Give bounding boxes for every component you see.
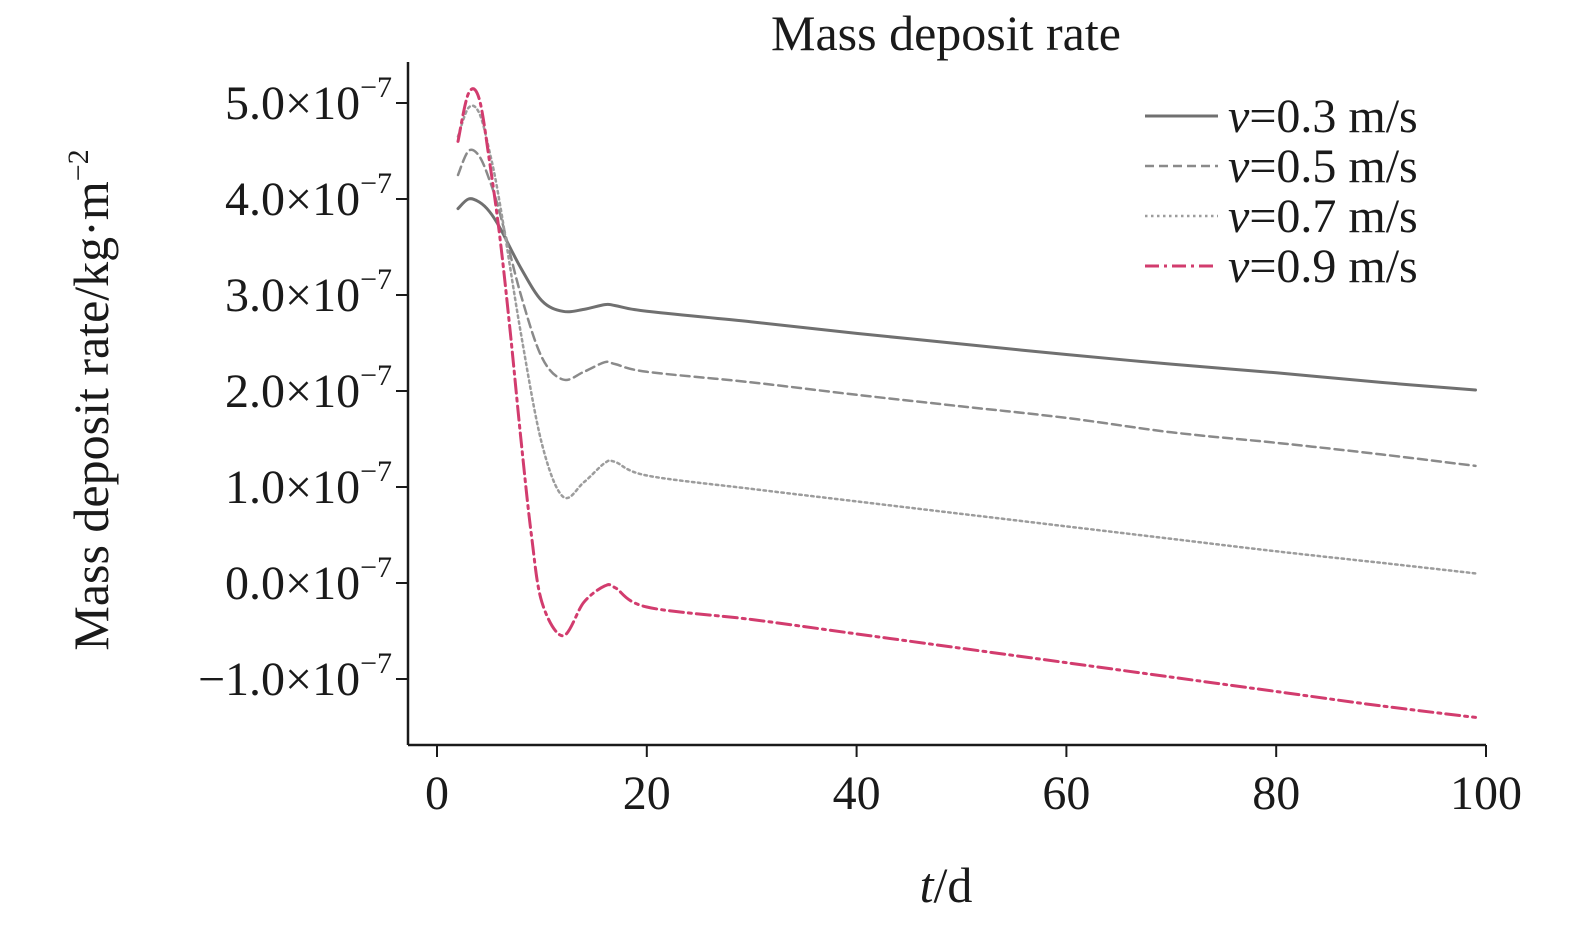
legend-label: =0.5 m/s [1249, 140, 1417, 193]
x-axis-label: t/d [920, 857, 973, 913]
y-tick-label: 2.0×10−7 [225, 359, 392, 418]
chart-title: Mass deposit rate [771, 5, 1121, 61]
series-line-4 [456, 87, 1477, 719]
x-axis: 0 20 40 60 80 100 [408, 743, 1522, 820]
series-line-1 [456, 197, 1477, 392]
y-tick-mantissa: 4.0×10 [225, 173, 360, 226]
x-tick-label: 20 [623, 767, 671, 820]
x-tick-label: 60 [1042, 767, 1090, 820]
y-tick-label: 0.0×10−7 [225, 551, 392, 610]
x-tick-label: 0 [425, 767, 449, 820]
legend-label: =0.3 m/s [1249, 90, 1417, 143]
series-line-3 [456, 104, 1477, 575]
y-tick-label: −1.0×10−7 [198, 647, 392, 706]
y-tick-exponent: −7 [360, 455, 392, 488]
y-tick-mantissa: −1.0×10 [198, 653, 360, 706]
y-tick-exponent: −7 [360, 71, 392, 104]
y-tick-label: 1.0×10−7 [225, 455, 392, 514]
y-axis-label: Mass deposit rate/kg·m−2 [62, 149, 119, 650]
y-tick-label: 3.0×10−7 [225, 263, 392, 322]
x-tick-label: 100 [1450, 767, 1522, 820]
y-tick-label: 5.0×10−7 [225, 71, 392, 130]
series-layer [456, 87, 1477, 719]
y-tick-exponent: −7 [360, 167, 392, 200]
y-tick-mantissa: 0.0×10 [225, 557, 360, 610]
y-tick-label: 4.0×10−7 [225, 167, 392, 226]
y-tick-exponent: −7 [360, 359, 392, 392]
y-tick-exponent: −7 [360, 263, 392, 296]
legend-label: =0.9 m/s [1249, 240, 1417, 293]
legend-variable: v [1228, 240, 1250, 293]
legend-entry-1: v=0.3 m/s [1228, 90, 1418, 143]
legend-variable: v [1228, 140, 1250, 193]
legend-entry-2: v=0.5 m/s [1228, 140, 1418, 193]
y-tick-mantissa: 5.0×10 [225, 77, 360, 130]
y-tick-exponent: −7 [360, 551, 392, 584]
y-tick-mantissa: 3.0×10 [225, 269, 360, 322]
x-tick-label: 40 [833, 767, 881, 820]
legend-label: =0.7 m/s [1249, 190, 1417, 243]
legend-variable: v [1228, 90, 1250, 143]
legend-entry-4: v=0.9 m/s [1228, 240, 1418, 293]
y-tick-mantissa: 1.0×10 [225, 461, 360, 514]
legend-variable: v [1228, 190, 1250, 243]
legend: v=0.3 m/sv=0.5 m/sv=0.7 m/sv=0.9 m/s [1145, 90, 1418, 293]
x-tick-label: 80 [1252, 767, 1300, 820]
legend-entry-3: v=0.7 m/s [1228, 190, 1418, 243]
y-axis: 5.0×10−74.0×10−73.0×10−72.0×10−71.0×10−7… [198, 62, 410, 745]
y-tick-mantissa: 2.0×10 [225, 365, 360, 418]
y-tick-exponent: −7 [360, 647, 392, 680]
